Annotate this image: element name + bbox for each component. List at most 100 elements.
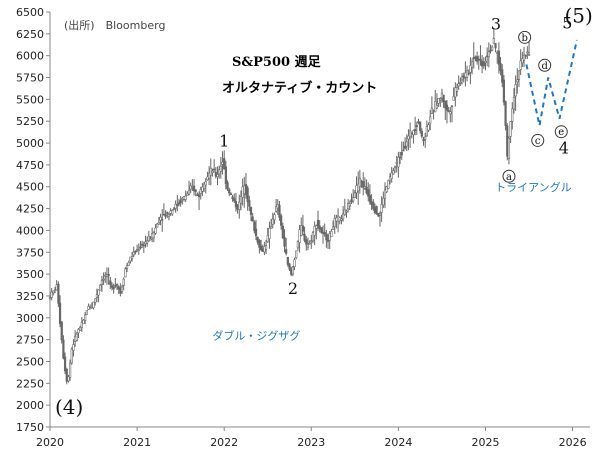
candle-body xyxy=(197,194,201,198)
candle-body xyxy=(333,218,336,227)
candle-body xyxy=(80,322,83,328)
candle-body xyxy=(268,227,271,239)
circle-label: d xyxy=(542,61,549,72)
projection-series xyxy=(525,39,578,126)
candle-body xyxy=(110,285,114,288)
candle-body xyxy=(432,109,435,112)
candle-body xyxy=(506,125,509,157)
candle-body xyxy=(234,200,238,208)
candle-body xyxy=(104,274,107,277)
candle-body xyxy=(174,203,177,209)
candle-body xyxy=(424,136,427,140)
candle-body xyxy=(221,161,224,165)
candle-body xyxy=(85,310,88,315)
candle-body xyxy=(275,206,278,212)
candle-body xyxy=(373,207,377,213)
candle-body xyxy=(303,233,306,241)
candle-body xyxy=(105,274,109,277)
wave-label: (5) xyxy=(565,3,593,27)
candle-body xyxy=(470,61,474,68)
candle-body xyxy=(469,65,472,73)
candle-body xyxy=(206,176,209,181)
candle-body xyxy=(236,204,239,210)
circle-label-ring xyxy=(531,133,545,147)
candle-body xyxy=(258,240,261,248)
candle-body xyxy=(283,236,286,247)
candle-body xyxy=(403,145,407,149)
candle-body xyxy=(390,172,393,179)
candle-body xyxy=(204,181,207,186)
candle-body xyxy=(266,235,269,243)
candle-body xyxy=(216,174,219,178)
candle-body xyxy=(437,98,440,104)
candle-body xyxy=(112,286,115,290)
candle-body xyxy=(335,217,338,222)
candle-body xyxy=(370,201,373,205)
candle-body xyxy=(72,344,75,351)
candle-body xyxy=(358,178,361,187)
candle-body xyxy=(450,105,454,108)
candle-body xyxy=(124,268,127,278)
candle-body xyxy=(125,265,129,269)
candle-body xyxy=(177,202,181,205)
x-tick-label: 2021 xyxy=(123,436,151,449)
candle-body xyxy=(75,333,78,341)
candle-body xyxy=(194,189,197,192)
y-tick-label: 6500 xyxy=(16,6,44,19)
candle-body xyxy=(84,314,87,321)
candle-body xyxy=(487,51,490,58)
candle-body xyxy=(120,286,124,292)
candle-body xyxy=(251,216,254,222)
candle-body xyxy=(439,98,442,101)
candle-body xyxy=(315,225,318,229)
candle-body xyxy=(162,213,165,216)
candle-body xyxy=(90,306,93,309)
candle-body xyxy=(89,307,92,310)
candle-body xyxy=(152,232,155,239)
candle-body xyxy=(244,184,248,195)
candle-body xyxy=(427,124,430,131)
candle-body xyxy=(142,244,145,247)
candle-body xyxy=(261,248,264,252)
candle-body xyxy=(311,232,315,242)
pattern-label: トライアングル xyxy=(495,180,572,194)
candle-body xyxy=(264,245,268,250)
candle-body xyxy=(50,291,53,298)
candle-body xyxy=(169,210,172,214)
candle-body xyxy=(109,280,112,285)
candle-body xyxy=(328,233,331,241)
candle-body xyxy=(378,213,382,216)
circle-label-ring xyxy=(538,58,552,72)
candle-body xyxy=(171,210,174,215)
candle-body xyxy=(476,56,479,62)
candle-body xyxy=(363,186,366,189)
candle-body xyxy=(444,100,447,109)
source-label: (出所) Bloomberg xyxy=(64,18,165,32)
candle-body xyxy=(377,212,380,217)
candle-body xyxy=(63,356,67,372)
candle-body xyxy=(102,278,105,281)
candle-body xyxy=(499,63,502,72)
candle-body xyxy=(74,336,77,342)
candle-body xyxy=(214,172,217,177)
x-tick-label: 2023 xyxy=(297,436,325,449)
circle-label: a xyxy=(506,172,512,183)
candle-body xyxy=(316,219,320,226)
candle-body xyxy=(55,284,58,291)
candle-body xyxy=(181,198,184,200)
candle-body xyxy=(420,130,423,137)
candle-body xyxy=(139,246,142,249)
candle-body xyxy=(172,208,176,211)
candle-body xyxy=(65,368,68,382)
candle-body xyxy=(405,141,408,147)
candle-body xyxy=(512,96,516,110)
candle-body xyxy=(308,242,311,245)
candle-body xyxy=(192,185,196,191)
candle-body xyxy=(48,296,52,299)
y-tick-label: 5500 xyxy=(16,93,44,106)
candle-body xyxy=(293,259,296,268)
candle-body xyxy=(425,126,428,137)
candle-body xyxy=(497,50,500,65)
candle-body xyxy=(514,84,517,97)
candle-body xyxy=(281,225,284,239)
